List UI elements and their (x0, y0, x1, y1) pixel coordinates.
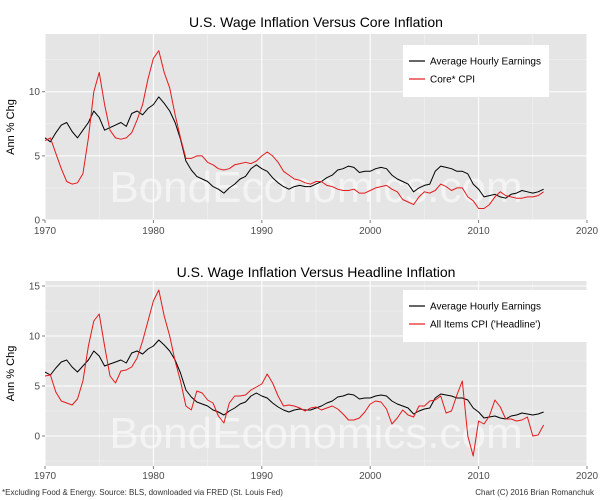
chart1-series-wages-line (45, 96, 544, 199)
chart2-y-tick-label-15: 15 (29, 282, 41, 293)
chart1-x-tick-label-2020: 2020 (576, 226, 599, 237)
chart2-y-axis-label: Ann % Chg (5, 346, 17, 402)
chart1-y-axis-label: Ann % Chg (5, 99, 17, 155)
chart1-x-tick-label-1990: 1990 (251, 226, 274, 237)
chart2-y-tick-label-5: 5 (34, 382, 40, 393)
chart1-legend: Average Hourly Earnings Core* CPI (403, 45, 549, 97)
chart2-legend-label-cpi: All Items CPI ('Headline') (430, 320, 541, 331)
chart2-x-tick-label-1980: 1980 (142, 471, 165, 482)
chart2-y-tick-label-10: 10 (29, 332, 41, 343)
chart1-x-tick-label-2010: 2010 (467, 226, 490, 237)
chart2-watermark: BondEconomics.com (109, 409, 522, 458)
chart1-x-tick-label-1970: 1970 (34, 226, 57, 237)
chart2-legend: Average Hourly Earnings All Items CPI ('H… (403, 290, 593, 342)
chart2-x-tick-label-1970: 1970 (34, 471, 57, 482)
chart2-legend-box (403, 290, 593, 342)
footer-source-note: *Excluding Food & Energy. Source: BLS, d… (2, 488, 283, 497)
chart2-x-tick-label-1990: 1990 (251, 471, 274, 482)
chart2-x-tick-label-2010: 2010 (467, 471, 490, 482)
chart2-series-wages-line (45, 339, 544, 420)
chart1-legend-label-wages: Average Hourly Earnings (430, 57, 541, 68)
chart1-x-tick-label-2000: 2000 (359, 226, 382, 237)
chart1-series-cpi-line (45, 50, 544, 209)
chart1: BondEconomics.com 1970 1980 1990 2000 2010 202… (5, 14, 599, 237)
chart2-y-tick-label-0: 0 (34, 432, 40, 443)
chart2-x-tick-label-2020: 2020 (576, 471, 599, 482)
chart2-x-tick-label-2000: 2000 (359, 471, 382, 482)
chart1-legend-label-cpi: Core* CPI (430, 75, 475, 86)
chart1-x-tick-label-1980: 1980 (142, 226, 165, 237)
chart1-y-tick-label-5: 5 (34, 151, 40, 162)
chart1-watermark: BondEconomics.com (109, 163, 522, 212)
chart1-y-tick-label-0: 0 (34, 216, 40, 227)
chart1-title: U.S. Wage Inflation Versus Core Inflatio… (189, 14, 443, 30)
chart2-legend-label-wages: Average Hourly Earnings (430, 302, 541, 313)
chart1-legend-box (403, 45, 549, 97)
chart1-y-tick-label-10: 10 (29, 87, 41, 98)
chart2-title: U.S. Wage Inflation Versus Headline Infl… (177, 264, 456, 280)
footer-copyright: Chart (C) 2016 Brian Romanchuk (475, 488, 594, 497)
chart2-series-cpi-line (45, 289, 545, 457)
chart2: BondEconomics.com 1970 1980 1990 2000 2010 202… (5, 264, 599, 482)
